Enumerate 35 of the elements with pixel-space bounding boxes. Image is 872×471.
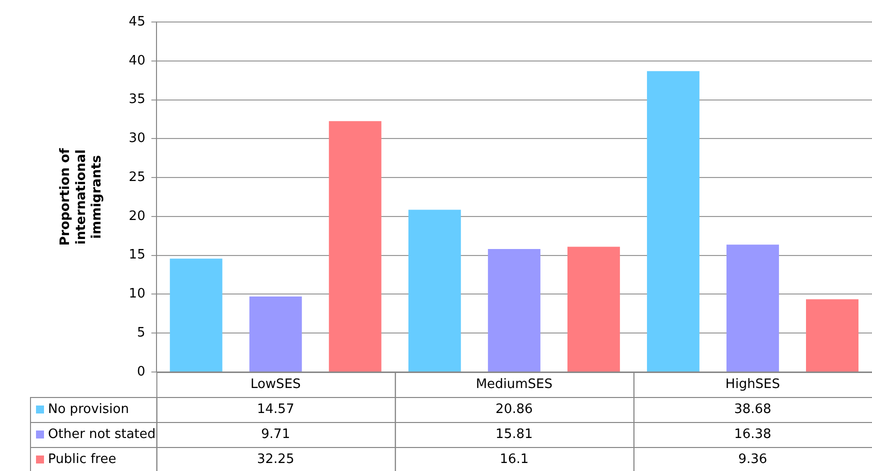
- y-tick-label: 0: [137, 364, 146, 380]
- y-axis-title: Proportion of international immigrants: [58, 148, 104, 246]
- bar: [567, 246, 620, 372]
- y-tick-label: 20: [128, 208, 146, 224]
- bar: [646, 71, 700, 372]
- data-label: 20.86: [496, 402, 533, 417]
- y-tick-label: 15: [128, 248, 146, 263]
- x-tick-label: LowSES: [250, 376, 301, 392]
- bar: [170, 258, 222, 372]
- y-tick-label: 35: [128, 92, 146, 108]
- bar: [408, 210, 461, 372]
- bar: [249, 296, 302, 372]
- y-tick-label: 40: [128, 53, 146, 68]
- data-label: 32.25: [257, 452, 294, 467]
- bar: [806, 299, 858, 372]
- y-tick-label: 25: [128, 170, 146, 185]
- data-label: 9.71: [261, 426, 290, 442]
- x-tick-label: HighSES: [725, 376, 780, 392]
- data-label: 15.81: [496, 426, 533, 442]
- legend-label: Public free: [48, 452, 116, 467]
- legend-label: Other not stated: [48, 426, 156, 442]
- y-tick-label: 45: [128, 14, 146, 30]
- y-tick-label: 10: [128, 286, 146, 302]
- x-tick-label: MediumSES: [476, 376, 553, 392]
- bar: [328, 121, 382, 372]
- y-tick-label: 5: [137, 325, 146, 340]
- bar: [488, 249, 540, 372]
- data-label: 16.1: [500, 452, 529, 467]
- data-label: 14.57: [257, 402, 294, 417]
- data-label: 16.38: [734, 426, 772, 442]
- y-tick-label: 30: [128, 131, 146, 146]
- data-label: 9.36: [738, 452, 768, 467]
- data-label: 38.68: [734, 402, 772, 417]
- legend-label: No provision: [48, 402, 129, 417]
- bar: [726, 244, 779, 372]
